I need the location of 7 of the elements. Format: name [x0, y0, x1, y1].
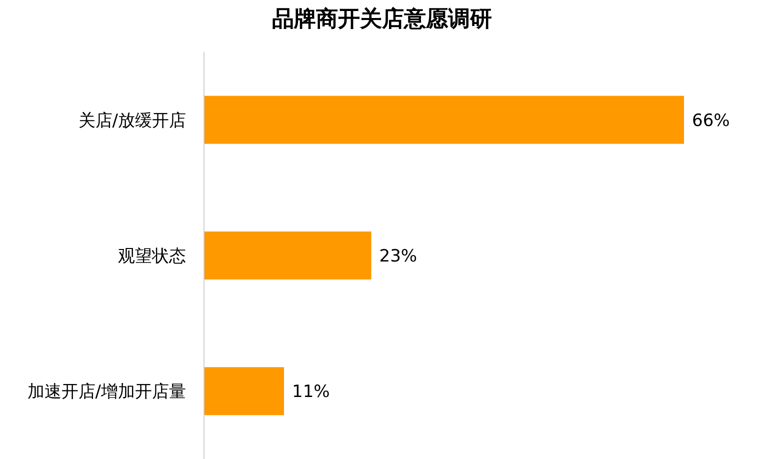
y-tick-label: 关店/放缓开店	[78, 110, 186, 131]
data-label: 23%	[379, 246, 418, 266]
y-tick-label: 加速开店/增加开店量	[27, 382, 186, 402]
data-label: 66%	[692, 110, 730, 131]
data-label: 11%	[292, 382, 330, 402]
chart-title: 品牌商开关店意愿调研	[272, 6, 492, 32]
y-tick-label: 观望状态	[118, 246, 186, 266]
